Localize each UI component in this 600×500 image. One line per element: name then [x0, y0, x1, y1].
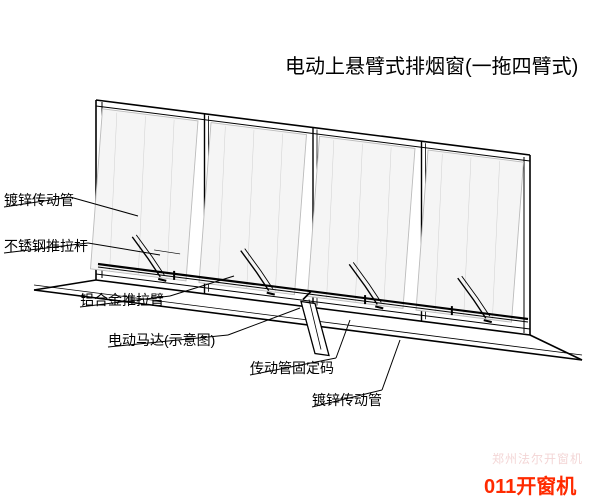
faded-watermark: 郑州法尔开窗机 — [492, 450, 583, 467]
label-motor: 电动马达(示意图) — [108, 330, 215, 350]
label-stainless-pushrod: 不锈钢推拉杆 — [4, 236, 88, 256]
label-galvanized-tube-right: 镀锌传动管 — [312, 390, 382, 410]
diagram-title: 电动上悬臂式排烟窗(一拖四臂式) — [285, 50, 578, 79]
label-galvanized-tube-left: 镀锌传动管 — [4, 190, 74, 210]
label-tube-fixing: 传动管固定码 — [250, 358, 334, 378]
label-aluminum-arm: 铝合金推拉臂 — [80, 290, 164, 310]
product-watermark: 011开窗机 — [484, 470, 576, 499]
